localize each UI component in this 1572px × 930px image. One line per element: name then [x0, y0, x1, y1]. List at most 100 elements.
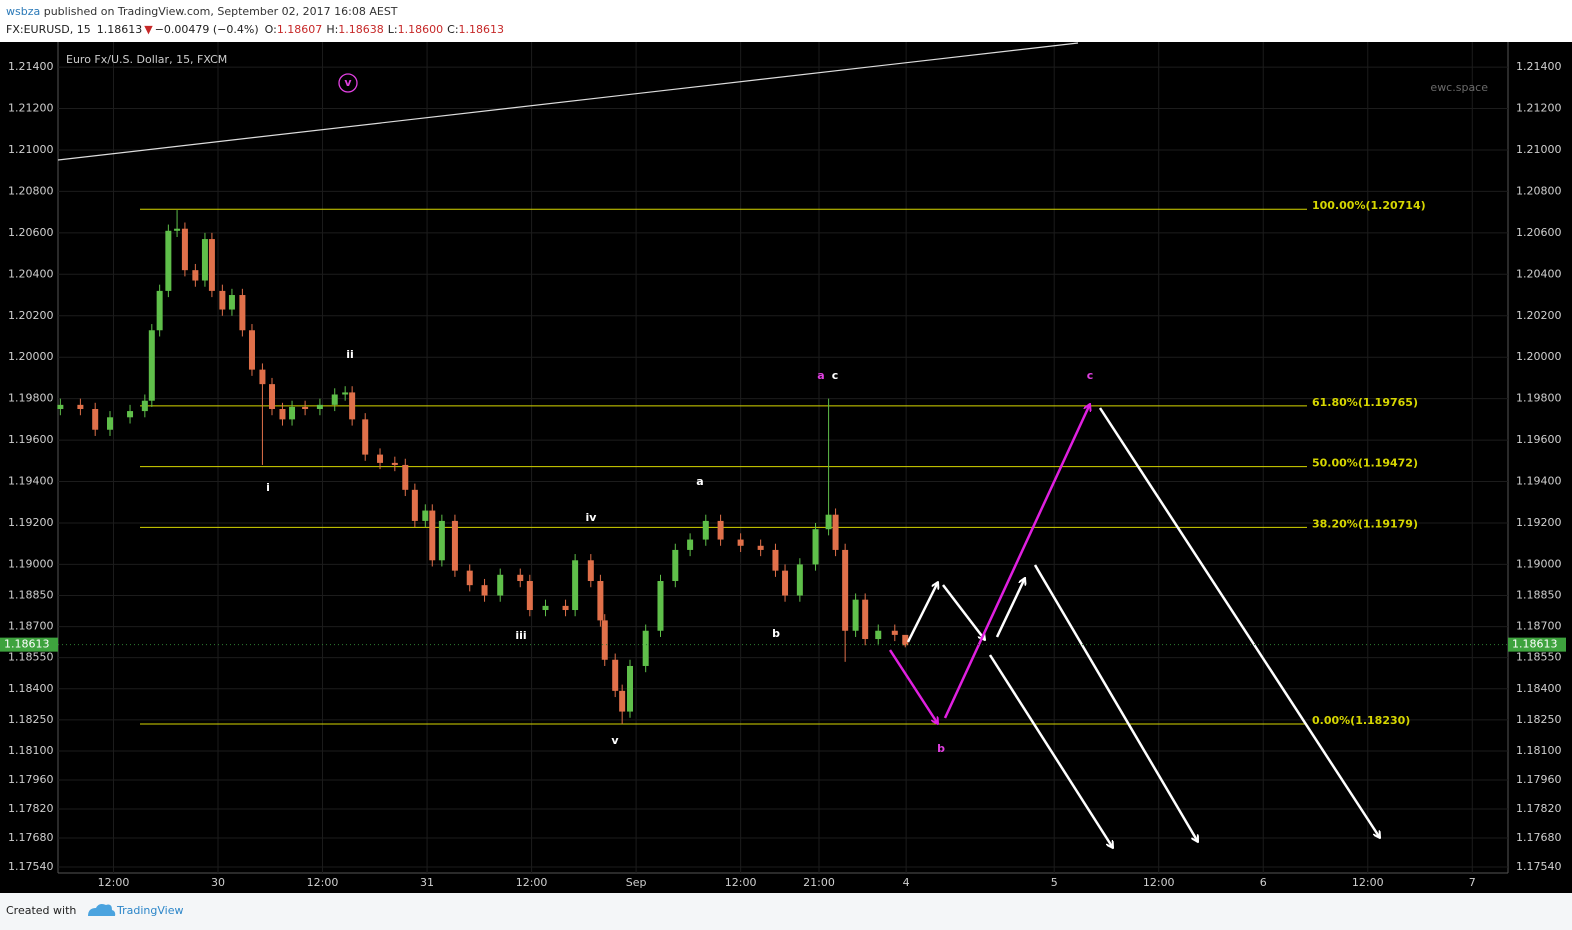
candle-body — [362, 419, 369, 455]
y-tick-label: 1.20800 — [1516, 184, 1562, 197]
x-tick-label: 6 — [1260, 876, 1267, 889]
wave-label: v — [611, 734, 619, 747]
l-value: 1.18600 — [398, 23, 444, 36]
candle-body — [601, 620, 608, 660]
y-tick-label: 1.18700 — [1516, 620, 1562, 633]
candle-body — [165, 230, 172, 291]
y-tick-label: 1.17960 — [8, 773, 54, 786]
y-tick-label: 1.20600 — [1516, 226, 1562, 239]
candle-body — [832, 514, 839, 550]
plot: 100.00%(1.20714) 61.80%(1.19765) 50.00%(1.… — [57, 42, 1508, 848]
candle-body — [377, 454, 384, 463]
y-tick-label: 1.18550 — [8, 651, 54, 664]
y-tick-label: 1.17680 — [8, 831, 54, 844]
y-tick-label: 1.19400 — [8, 475, 54, 488]
candle-body — [572, 560, 579, 611]
candle-body — [526, 581, 533, 611]
candle-body — [156, 290, 163, 331]
symbol-line: FX:EURUSD, 15 1.18613 ▼ −0.00479 (−0.4%) O:1… — [6, 23, 504, 36]
y-tick-label: 1.18850 — [8, 589, 54, 602]
header-line: wsbza published on TradingView.com, Sept… — [6, 5, 398, 18]
y-tick-label: 1.17820 — [8, 802, 54, 815]
y-tick-label: 1.20200 — [1516, 309, 1562, 322]
candle-body — [852, 599, 859, 631]
y-tick-label: 1.18400 — [1516, 682, 1562, 695]
x-tick-label: 12:00 — [1352, 876, 1384, 889]
candle-body — [201, 239, 208, 281]
author[interactable]: wsbza — [6, 5, 40, 18]
candle-body — [107, 417, 114, 430]
wave-label: iii — [515, 629, 526, 642]
y-tick-label: 1.17540 — [8, 860, 54, 873]
candle-body — [316, 404, 323, 410]
wave-label: b — [937, 742, 945, 755]
candle-body — [192, 270, 199, 281]
fib-label: 100.00%(1.20714) — [1312, 199, 1426, 212]
candle-body — [481, 585, 488, 596]
y-tick-label: 1.17680 — [1516, 831, 1562, 844]
candle-body — [891, 630, 898, 635]
candle-body — [174, 228, 181, 231]
candle-body — [402, 464, 409, 490]
fib-label: 50.00%(1.19472) — [1312, 457, 1418, 470]
y-tick-label: 1.20400 — [8, 267, 54, 280]
wave-label: a — [817, 369, 824, 382]
y-tick-label: 1.18550 — [1516, 651, 1562, 664]
chart-title: Euro Fx/U.S. Dollar, 15, FXCM — [66, 53, 227, 66]
arrow: ▼ — [144, 23, 153, 36]
y-tick-label: 1.18250 — [1516, 713, 1562, 726]
candle-body — [627, 665, 634, 712]
symbol: FX:EURUSD, 15 — [6, 23, 91, 36]
y-tick-label: 1.20000 — [1516, 350, 1562, 363]
candle-body — [642, 630, 649, 666]
y-tick-label: 1.21400 — [8, 60, 54, 73]
candle-body — [181, 228, 188, 271]
candle-body — [429, 510, 436, 561]
candle-body — [497, 574, 504, 596]
y-tick-label: 1.17540 — [1516, 860, 1562, 873]
candle-body — [875, 630, 882, 640]
y-tick-label: 1.18100 — [8, 744, 54, 757]
x-tick-label: 30 — [211, 876, 225, 889]
header-bg — [0, 0, 1572, 42]
published: published on TradingView.com, September … — [40, 5, 398, 18]
y-tick-label: 1.21000 — [8, 143, 54, 156]
candle-body — [782, 570, 789, 596]
o-label: O: — [265, 23, 277, 36]
y-tick-label: 1.20600 — [8, 226, 54, 239]
candle-body — [148, 330, 155, 401]
x-tick-label: 21:00 — [803, 876, 835, 889]
candle-body — [862, 599, 869, 640]
y-tick-label: 1.20400 — [1516, 267, 1562, 280]
candle-body — [757, 545, 764, 550]
wave-circle — [338, 73, 358, 93]
y-tick-label: 1.20200 — [8, 309, 54, 322]
wave-label: c — [1087, 369, 1094, 382]
x-tick-label: 7 — [1469, 876, 1476, 889]
y-tick-label: 1.19800 — [8, 392, 54, 405]
y-tick-label: 1.20000 — [8, 350, 54, 363]
projection-arrow — [995, 578, 1025, 638]
candle-body — [517, 574, 524, 582]
y-tick-label: 1.19000 — [8, 557, 54, 570]
y-tick-label: 1.18700 — [8, 620, 54, 633]
y-tick-label: 1.18400 — [8, 682, 54, 695]
projection-arrow — [1098, 407, 1380, 838]
candle-body — [141, 400, 148, 412]
brand[interactable]: TradingView — [116, 904, 183, 917]
candle-body — [391, 462, 398, 465]
projection-arrow — [1033, 564, 1200, 842]
l-label: L: — [388, 23, 398, 36]
candle-body — [77, 404, 84, 410]
candle-body — [702, 520, 709, 540]
candle-body — [208, 239, 215, 291]
candle-body — [619, 690, 626, 712]
candle-body — [466, 570, 473, 586]
x-tick-label: 5 — [1051, 876, 1058, 889]
y-tick-label: 1.21200 — [1516, 102, 1562, 115]
x-tick-label: Sep — [626, 876, 647, 889]
candle-body — [331, 394, 338, 405]
candle-body — [438, 520, 445, 561]
candle-body — [562, 605, 569, 611]
